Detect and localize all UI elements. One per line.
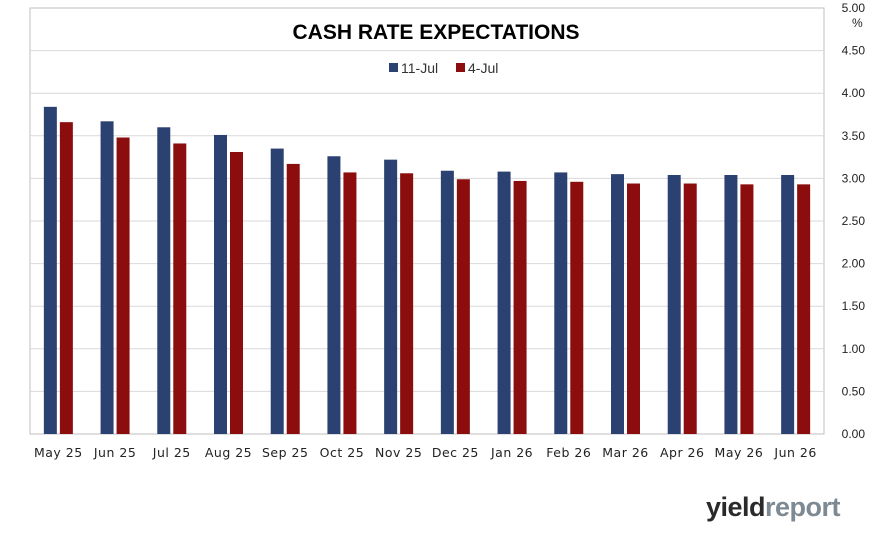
bar-4-jul-may-26 bbox=[740, 184, 754, 434]
bar-11-jul-apr-26 bbox=[667, 174, 681, 434]
y-axis-ticks: 0.00 0.50 1.00 1.50 2.00 2.50 3.00 3.50 4.00 4.50… bbox=[842, 1, 866, 441]
y-tick-label: 3.00 bbox=[842, 171, 866, 185]
bar-4-jul-apr-26 bbox=[683, 183, 697, 434]
x-tick-label: Aug 25 bbox=[205, 445, 252, 460]
y-tick-label: 2.50 bbox=[842, 214, 866, 228]
bar-4-jul-jul-25 bbox=[173, 143, 187, 434]
y-tick-label: 5.00 bbox=[842, 1, 866, 15]
x-tick-label: May 26 bbox=[715, 445, 764, 460]
bar-4-jul-nov-25 bbox=[400, 173, 414, 434]
bar-11-jul-may-25 bbox=[43, 106, 57, 434]
bar-4-jul-jan-26 bbox=[513, 180, 527, 434]
x-tick-label: Mar 26 bbox=[602, 445, 648, 460]
x-tick-label: Jul 25 bbox=[152, 445, 191, 460]
chart-title: CASH RATE EXPECTATIONS bbox=[292, 21, 579, 44]
y-tick-label: 2.00 bbox=[842, 257, 866, 271]
bar-4-jul-jun-25 bbox=[116, 137, 130, 434]
y-tick-label: 1.00 bbox=[842, 342, 866, 356]
bar-4-jul-dec-25 bbox=[456, 179, 470, 434]
legend-label-4-jul: 4-Jul bbox=[468, 60, 498, 76]
gridlines bbox=[30, 50, 824, 392]
bar-4-jul-oct-25 bbox=[343, 172, 357, 434]
bar-11-jul-oct-25 bbox=[327, 156, 341, 435]
y-tick-label: 1.50 bbox=[842, 299, 866, 313]
legend-swatch-11-jul bbox=[389, 63, 398, 72]
bar-11-jul-jul-25 bbox=[157, 127, 171, 434]
y-tick-label: 0.00 bbox=[842, 427, 866, 441]
y-axis-unit: % bbox=[852, 16, 863, 30]
x-tick-label: Jan 26 bbox=[490, 445, 533, 460]
x-tick-label: Dec 25 bbox=[432, 445, 479, 460]
legend: 11-Jul 4-Jul bbox=[389, 60, 498, 76]
x-tick-label: Oct 25 bbox=[320, 445, 365, 460]
bar-11-jul-feb-26 bbox=[554, 172, 568, 434]
bar-11-jul-may-26 bbox=[724, 174, 738, 434]
bar-4-jul-sep-25 bbox=[286, 163, 300, 434]
x-tick-label: May 25 bbox=[34, 445, 83, 460]
x-tick-label: Nov 25 bbox=[375, 445, 422, 460]
y-tick-label: 3.50 bbox=[842, 129, 866, 143]
bar-4-jul-may-25 bbox=[59, 122, 73, 434]
x-tick-label: Apr 26 bbox=[660, 445, 705, 460]
x-axis-ticks: May 25 Jun 25 Jul 25 Aug 25 Sep 25 Oct 25 Nov … bbox=[34, 445, 816, 460]
bar-11-jul-jun-25 bbox=[100, 121, 114, 434]
x-tick-label: Jun 26 bbox=[773, 445, 816, 460]
bar-4-jul-aug-25 bbox=[230, 151, 243, 434]
x-tick-label: Feb 26 bbox=[546, 445, 591, 460]
x-tick-label: Sep 25 bbox=[262, 445, 308, 460]
bar-4-jul-feb-26 bbox=[570, 181, 584, 434]
bar-11-jul-nov-25 bbox=[384, 159, 398, 434]
bar-11-jul-jun-26 bbox=[781, 174, 795, 434]
y-tick-label: 0.50 bbox=[842, 384, 866, 398]
bar-11-jul-jan-26 bbox=[497, 171, 511, 435]
y-tick-label: 4.00 bbox=[842, 86, 866, 100]
bar-11-jul-mar-26 bbox=[611, 174, 624, 434]
y-tick-label: 4.50 bbox=[842, 44, 866, 58]
legend-swatch-4-jul bbox=[456, 63, 465, 72]
bar-4-jul-jun-26 bbox=[797, 184, 811, 434]
bar-4-jul-mar-26 bbox=[627, 183, 640, 434]
bars bbox=[43, 106, 811, 435]
yieldreport-logo: yieldreport bbox=[706, 492, 841, 522]
legend-label-11-jul: 11-Jul bbox=[401, 60, 438, 76]
x-tick-label: Jun 25 bbox=[93, 445, 136, 460]
bar-11-jul-aug-25 bbox=[214, 134, 227, 434]
bar-11-jul-sep-25 bbox=[270, 148, 284, 434]
bar-11-jul-dec-25 bbox=[440, 170, 454, 434]
